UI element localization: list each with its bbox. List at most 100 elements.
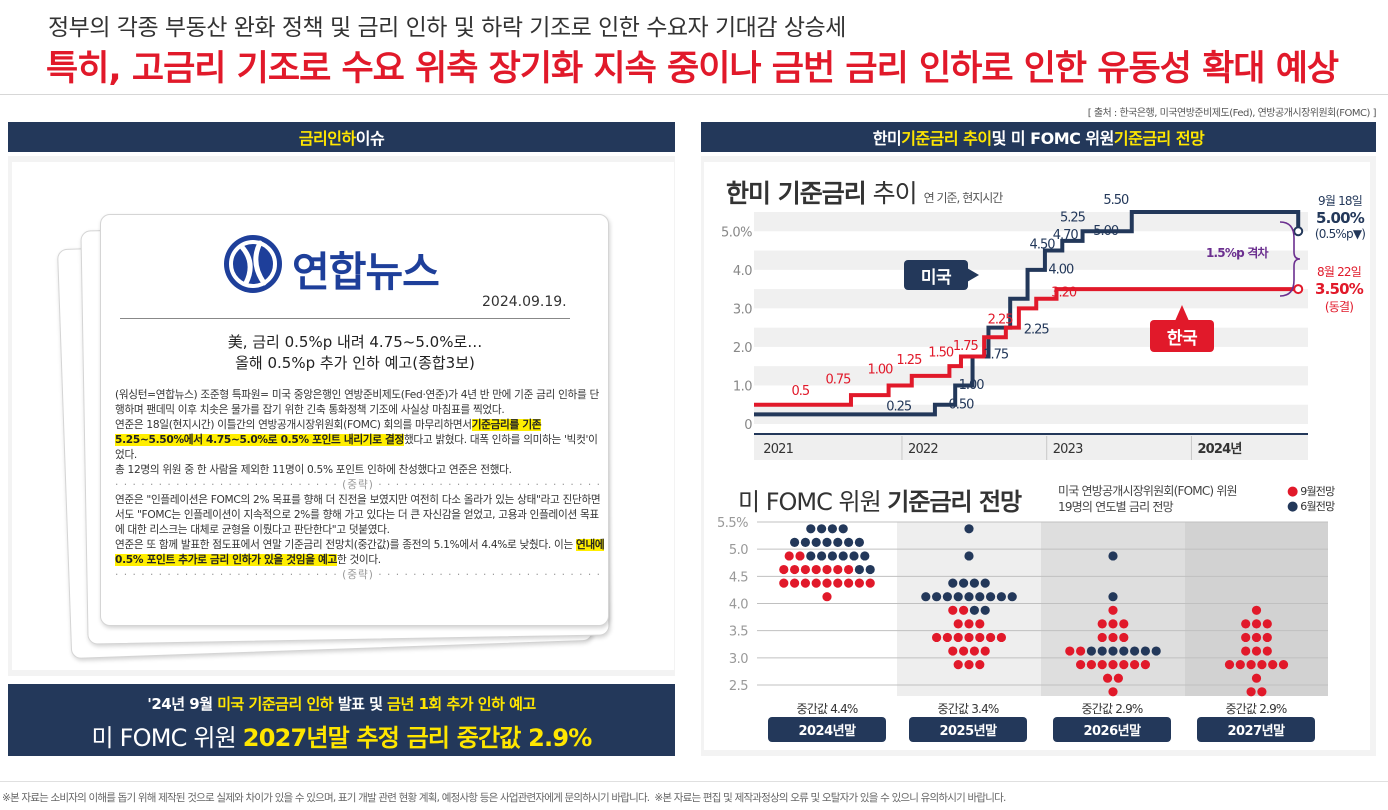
dot-sep-projection: [865, 578, 875, 588]
gap-label: 1.5%p 격차: [1206, 246, 1269, 260]
us-rate-data-label: 1.75: [983, 347, 1009, 362]
dot-sep-projection: [1268, 660, 1278, 670]
us-rate-data-label: 0.50: [948, 397, 974, 412]
kr-rate-data-label: 1.50: [928, 345, 954, 360]
right-section-bar: 한미 기준금리 추이 및 미 FOMC 위원 기준금리 전망: [701, 122, 1376, 152]
us-rate-data-label: 1.00: [959, 378, 985, 393]
us-latest-value: 5.00%: [1315, 209, 1365, 227]
dot-jun-projection: [806, 551, 816, 561]
dot-sep-projection: [844, 564, 854, 575]
news-body: (워싱턴=연합뉴스) 조준형 특파원= 미국 중앙은행인 연방준비제도(Fed·…: [115, 388, 605, 583]
left-section-bar: 금리인하 이슈: [8, 122, 675, 152]
chart1-grid-band: [754, 212, 1308, 232]
year-label-2024: 2024년말: [768, 717, 886, 742]
dot-sep-projection: [942, 632, 952, 643]
kr-rate-data-label: 0.5: [791, 384, 809, 399]
dot-sep-projection: [975, 619, 985, 629]
news-brand: 연합뉴스: [292, 248, 440, 296]
dot-sep-projection: [959, 605, 969, 615]
dot-jun-projection: [1108, 551, 1118, 561]
dot-jun-projection: [833, 537, 843, 547]
summary-l1-pre: '24년 9월: [147, 695, 218, 713]
chart1-title: 한미 기준금리 추이 연 기준, 현지시간: [726, 174, 1003, 210]
us-rate-line: [754, 210, 1301, 417]
dot-sep-projection: [1246, 660, 1256, 670]
dot-plot-ytick-label: 3.5: [729, 625, 748, 640]
footer-divider: [0, 781, 1388, 782]
dot-sep-projection: [1251, 673, 1262, 683]
legend-jun-dot-icon: ●: [1287, 499, 1298, 514]
dot-sep-projection: [953, 660, 963, 670]
dot-sep-projection: [948, 646, 958, 656]
us-rate-data-label: 5.00: [1093, 224, 1119, 239]
right-bar-p2: 기준금리 추이: [901, 129, 992, 148]
chart1-ytick-label: 3.0: [733, 302, 752, 317]
header-subtitle: 정부의 각종 부동산 완화 정책 및 금리 인하 및 하락 기조로 인한 수요자…: [48, 15, 846, 41]
dot-sep-projection: [1076, 660, 1086, 670]
chart1-grid-band: [754, 289, 1308, 309]
legend-sep-dot-icon: ●: [1287, 484, 1298, 499]
dot-sep-projection: [986, 632, 996, 643]
median-2026: 중간값 2.9%: [1081, 702, 1143, 716]
us-series-label: 미국: [904, 260, 968, 290]
legend-jun: ● 6월전망: [1287, 499, 1335, 514]
dot-sep-projection: [784, 551, 794, 561]
us-rate-data-label: 2.25: [1024, 322, 1050, 337]
dot-jun-projection: [980, 605, 990, 615]
dot-sep-projection: [932, 632, 942, 643]
dot-sep-projection: [1241, 632, 1251, 643]
dot-plot-ytick-label: 5.5%: [717, 516, 748, 531]
dot-sep-projection: [1086, 660, 1096, 670]
dot-sep-projection: [1097, 619, 1107, 629]
dot-jun-projection: [827, 551, 837, 561]
dot-sep-projection: [800, 564, 810, 575]
chart1-ytick-label: 4.0: [733, 264, 752, 279]
dot-sep-projection: [854, 578, 864, 588]
dot-jun-projection: [827, 524, 837, 534]
news-p2-pre: 연준은 18일(현지시간) 이틀간의 연방공개시장위원회(FOMC) 회의를 마…: [115, 419, 472, 431]
chart1-grid-band: [754, 250, 1308, 270]
summary-line-2: 미 FOMC 위원 2027년말 추정 금리 중간값 2.9%: [8, 718, 675, 753]
kr-latest-block: 8월 22일 3.50% (동결): [1308, 263, 1370, 315]
chart1-title-light: 추이: [865, 179, 918, 208]
dot-jun-projection: [942, 592, 952, 602]
news-headline-line-2: 올해 0.5%p 추가 인하 예고(종합3보): [235, 354, 475, 372]
dot-jun-projection: [1151, 646, 1161, 656]
dot-sep-projection: [1257, 660, 1267, 670]
dot-sep-projection: [822, 592, 832, 602]
dot-sep-projection: [964, 660, 974, 670]
dot-jun-projection: [975, 592, 985, 602]
chart2-description: 미국 연방공개시장위원회(FOMC) 위원 19명의 연도별 금리 전망: [1058, 483, 1238, 515]
dot-jun-projection: [996, 592, 1006, 602]
dot-sep-projection: [833, 564, 843, 575]
dot-jun-projection: [932, 592, 942, 602]
dot-sep-projection: [1246, 687, 1256, 697]
footer-disclaimer: ※본 자료는 소비자의 이해를 돕기 위해 제작된 것으로 실제와 차이가 있을…: [2, 792, 1006, 804]
dot-jun-projection: [986, 592, 996, 602]
us-rate-data-label: 4.70: [1053, 228, 1079, 243]
dot-sep-projection: [1257, 687, 1267, 697]
dot-sep-projection: [1251, 632, 1262, 643]
dot-sep-projection: [964, 619, 974, 629]
dot-sep-projection: [779, 564, 789, 575]
us-rate-data-label: 4.50: [1030, 237, 1056, 252]
dot-sep-projection: [1224, 660, 1235, 670]
summary-l1-hl1: 미국 기준금리 인하: [217, 695, 334, 713]
dot-jun-projection: [790, 537, 800, 547]
year-label-2026: 2026년말: [1053, 717, 1171, 742]
kr-latest-date: 8월 22일: [1317, 265, 1362, 279]
dot-sep-projection: [1119, 619, 1129, 629]
header-title: 특히, 고금리 기조로 수요 위축 장기화 지속 중이나 금번 금리 인하로 인…: [46, 49, 1339, 89]
dot-sep-projection: [1262, 646, 1272, 656]
dot-sep-projection: [811, 564, 821, 575]
us-rate-data-label: 0.25: [886, 399, 912, 414]
dot-sep-projection: [833, 578, 843, 588]
legend-jun-label: 6월전망: [1300, 500, 1335, 513]
legend-sep-label: 9월전망: [1300, 485, 1335, 498]
left-bar-highlight: 금리인하: [298, 129, 356, 148]
dot-jun-projection: [1097, 646, 1107, 656]
dot-sep-projection: [953, 619, 963, 629]
dot-sep-projection: [1076, 646, 1086, 656]
source-note: [ 출처 : 한국은행, 미국연방준비제도(Fed), 연방공개시장위원회(FO…: [1087, 108, 1377, 119]
us-rate-data-label: 5.50: [1103, 193, 1129, 208]
